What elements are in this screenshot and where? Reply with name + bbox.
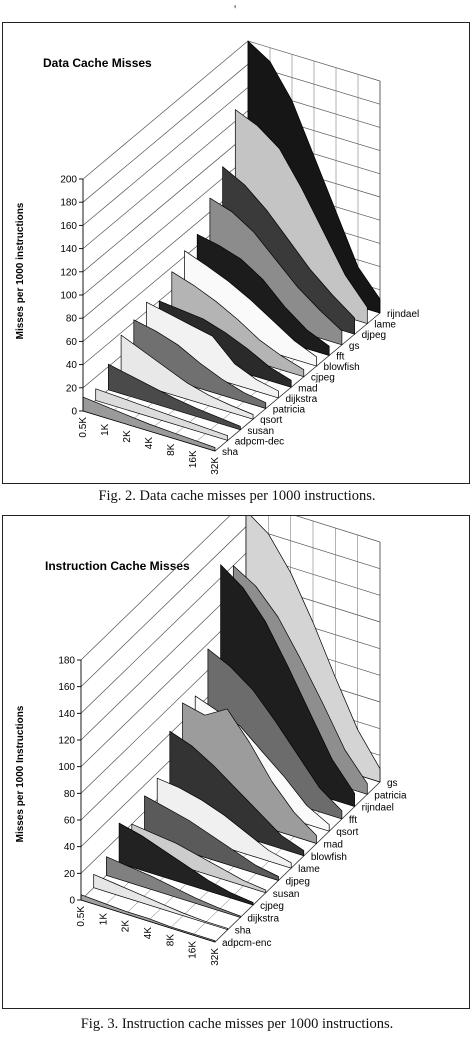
series-area-sha bbox=[82, 396, 216, 452]
series-area-djpeg bbox=[144, 795, 279, 881]
y-tick-label: 60 bbox=[64, 816, 76, 827]
series-label: mad bbox=[298, 383, 317, 394]
y-tick-label: 140 bbox=[58, 709, 75, 720]
series-area-cjpeg bbox=[118, 822, 254, 906]
x-tick-label: 32K bbox=[210, 948, 221, 966]
series-area-sha bbox=[93, 874, 229, 931]
y-tick-label: 100 bbox=[58, 762, 75, 773]
series-label: dijkstra bbox=[247, 913, 279, 924]
x-tick-label: 0.5K bbox=[78, 417, 89, 438]
y-tick-label: 180 bbox=[60, 198, 77, 209]
y-tick-label: 40 bbox=[66, 360, 78, 371]
series-label: gs bbox=[387, 778, 398, 789]
series-label: adpcm-dec bbox=[235, 436, 284, 447]
x-tick-label: 16K bbox=[188, 450, 199, 468]
x-tick-label: 32K bbox=[210, 457, 221, 475]
series-label: adpcm-enc bbox=[222, 938, 271, 949]
series-label: cjpeg bbox=[260, 901, 284, 912]
y-tick-label: 160 bbox=[58, 682, 75, 693]
series-label: cjpeg bbox=[311, 373, 335, 384]
series-area-qsort bbox=[120, 334, 254, 420]
figure-3-caption: Fig. 3. Instruction cache misses per 100… bbox=[80, 1016, 394, 1032]
series-area-patricia bbox=[133, 319, 267, 409]
x-tick-label: 2K bbox=[122, 430, 133, 443]
x-tick-label: 8K bbox=[165, 934, 176, 947]
series-label: djpeg bbox=[285, 876, 309, 887]
series-group bbox=[80, 510, 381, 943]
series-label: qsort bbox=[260, 415, 282, 426]
y-tick-label: 100 bbox=[60, 291, 77, 302]
data-cache-misses-figure: Data Cache Misses 0 20 40 60 80 100 120 140 160 18… bbox=[2, 22, 470, 484]
series-area-dijkstra bbox=[106, 856, 241, 918]
series-label: fft bbox=[349, 815, 357, 826]
x-tick-label: 8K bbox=[166, 443, 177, 456]
series-area-susan bbox=[108, 363, 241, 431]
x-tick-label: 2K bbox=[121, 920, 132, 933]
x-tick-label: 0.5K bbox=[76, 906, 87, 927]
series-label: rijndael bbox=[387, 309, 419, 320]
y-axis: 0 20 40 60 80 100 120 140 160 180 bbox=[58, 656, 82, 907]
y-tick-label: 40 bbox=[64, 842, 76, 853]
y-tick-label: 80 bbox=[66, 314, 78, 325]
y-tick-label: 60 bbox=[66, 337, 78, 348]
series-label: susan bbox=[247, 426, 274, 437]
series-label: susan bbox=[273, 889, 300, 900]
x-axis: 0.5K 1K 2K 4K 8K 16K 32K bbox=[76, 906, 221, 966]
instruction-cache-misses-chart: Instruction Cache Misses 0 20 40 60 80 100 120 1… bbox=[15, 499, 407, 966]
y-tick-label: 80 bbox=[64, 789, 76, 800]
y-axis: 0 20 40 60 80 100 120 140 160 180 200 bbox=[60, 175, 84, 418]
data-cache-misses-chart: Data Cache Misses 0 20 40 60 80 100 120 140 160 18… bbox=[15, 40, 419, 475]
depth-axis: shaadpcm-decsusanqsortpatriciadijkstrama… bbox=[222, 309, 419, 458]
chart-title: Instruction Cache Misses bbox=[45, 559, 190, 573]
y-tick-label: 180 bbox=[58, 656, 75, 667]
page-top-mark: ' bbox=[234, 2, 237, 16]
series-label: sha bbox=[222, 447, 239, 458]
series-area-adpcm-dec bbox=[95, 388, 229, 441]
y-tick-label: 200 bbox=[60, 175, 77, 186]
series-area-adpcm-enc bbox=[80, 894, 216, 943]
series-label: mad bbox=[324, 840, 343, 851]
series-label: rijndael bbox=[362, 803, 394, 814]
series-label: lame bbox=[374, 320, 396, 331]
y-tick-label: 20 bbox=[64, 869, 76, 880]
series-label: djpeg bbox=[362, 330, 386, 341]
x-tick-label: 16K bbox=[188, 941, 199, 959]
y-axis-label: Misses per 1000 Instructions bbox=[15, 705, 26, 842]
y-tick-label: 20 bbox=[66, 383, 78, 394]
x-tick-label: 1K bbox=[98, 913, 109, 926]
y-axis-label: Misses per 1000 instructions bbox=[15, 202, 26, 339]
series-label: blowfish bbox=[324, 362, 360, 373]
series-label: fft bbox=[336, 351, 344, 362]
series-label: qsort bbox=[336, 827, 358, 838]
y-tick-label: 0 bbox=[71, 407, 77, 418]
series-area-susan bbox=[131, 823, 267, 894]
chart-title: Data Cache Misses bbox=[43, 56, 152, 70]
instruction-cache-misses-figure: Instruction Cache Misses 0 20 40 60 80 100 120 1… bbox=[2, 499, 470, 1009]
series-label: lame bbox=[298, 864, 320, 875]
y-tick-label: 120 bbox=[58, 736, 75, 747]
series-label: patricia bbox=[273, 405, 306, 416]
series-label: patricia bbox=[374, 790, 407, 801]
y-tick-label: 120 bbox=[60, 267, 77, 278]
series-label: dijkstra bbox=[285, 394, 317, 405]
y-tick-label: 0 bbox=[69, 896, 75, 907]
y-tick-label: 160 bbox=[60, 221, 77, 232]
x-tick-label: 4K bbox=[144, 437, 155, 450]
series-group bbox=[82, 40, 381, 452]
x-tick-label: 4K bbox=[143, 927, 154, 940]
y-tick-label: 140 bbox=[60, 244, 77, 255]
figure-2-caption: Fig. 2. Data cache misses per 1000 instr… bbox=[98, 488, 376, 504]
series-label: gs bbox=[349, 341, 360, 352]
x-axis: 0.5K 1K 2K 4K 8K 16K 32K bbox=[78, 417, 221, 475]
x-tick-label: 1K bbox=[100, 423, 111, 436]
series-label: blowfish bbox=[311, 852, 347, 863]
series-label: sha bbox=[235, 926, 252, 937]
